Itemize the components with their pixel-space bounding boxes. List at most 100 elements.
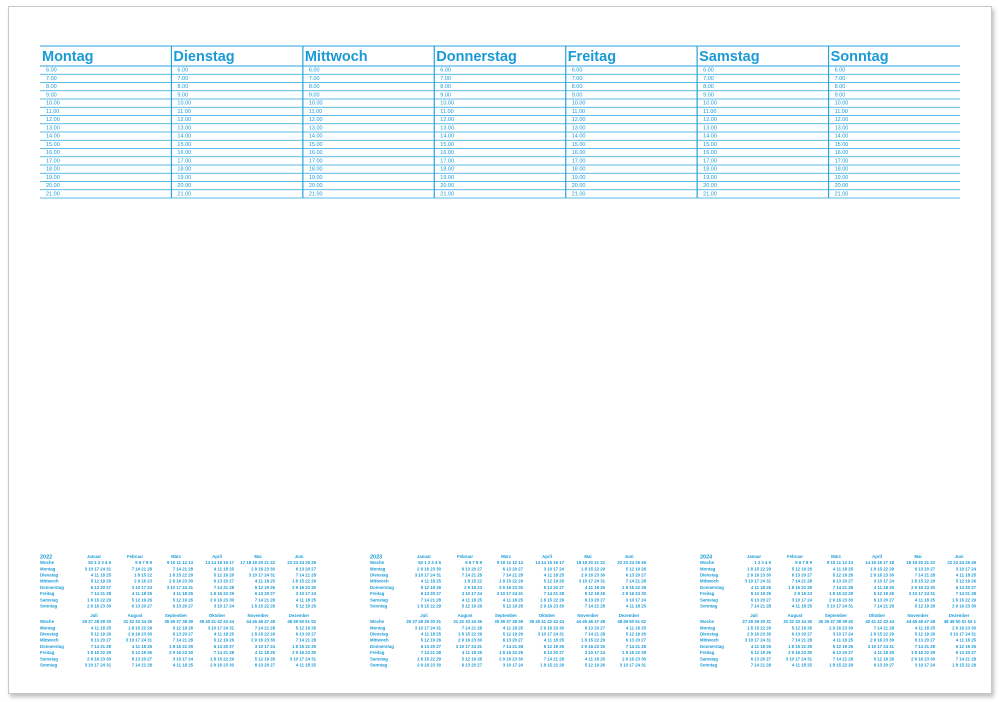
day-numbers: 7 14 21 28: [255, 625, 276, 630]
row-label: Montag: [370, 625, 386, 630]
hour-label: 15.00: [309, 142, 323, 148]
hour-label: 19.00: [440, 175, 454, 181]
day-numbers: 6 13 20 27: [91, 638, 112, 643]
day-numbers: 6 13 20 27: [626, 638, 647, 643]
hour-label: 19.00: [46, 175, 60, 181]
hour-label: 12.00: [177, 117, 191, 123]
hour-label: 20.00: [835, 183, 849, 189]
day-numbers: 4 11 18 25: [915, 597, 936, 602]
day-numbers: 4 11 18 25: [626, 625, 647, 630]
day-header: Donnerstag: [436, 49, 517, 65]
day-numbers: 5 12 19 26: [751, 591, 772, 596]
week-numbers: 44 45 46 47 48: [246, 619, 275, 624]
day-numbers: 2 9 16 23 30: [581, 644, 606, 649]
day-numbers: 5 12 19 26: [462, 656, 483, 661]
day-numbers: 2 9 16 23 30: [499, 585, 524, 590]
day-numbers: 7 14 21 28: [503, 644, 524, 649]
hour-label: 12.00: [440, 117, 454, 123]
row-label: Samstag: [700, 656, 718, 661]
day-numbers: 7 14 21 28: [214, 650, 235, 655]
day-numbers: 2 9 16 23 30: [87, 604, 112, 609]
day-numbers: 2 9 16 23 30: [911, 656, 936, 661]
hour-label: 16.00: [46, 150, 60, 156]
hour-label: 20.00: [177, 183, 191, 189]
month-name: November: [577, 613, 598, 618]
day-numbers: 7 14 21 28: [956, 591, 977, 596]
hour-label: 17.00: [440, 158, 454, 164]
week-numbers: 52 1 2 3 4 5: [418, 560, 441, 565]
week-numbers: 22 23 24 25 26: [617, 560, 646, 565]
day-numbers: 7 14 21 28: [214, 585, 235, 590]
day-numbers: 4 11 18 25: [874, 585, 895, 590]
hour-label: 18.00: [835, 167, 849, 173]
day-numbers: 7 14 21 28: [626, 644, 647, 649]
day-numbers: 6 13 20 27: [915, 566, 936, 571]
hour-label: 14.00: [46, 134, 60, 140]
month-name: Juli: [420, 613, 427, 618]
hour-label: 11.00: [440, 109, 453, 115]
day-numbers: 3 10 17 24: [833, 632, 854, 637]
day-numbers: 7 14 21 28: [421, 650, 442, 655]
month-name: März: [501, 554, 511, 559]
hour-label: 13.00: [309, 125, 323, 131]
row-label: Montag: [370, 566, 386, 571]
day-numbers: 2 9 16 23 30: [622, 656, 647, 661]
row-label: Dienstag: [40, 573, 59, 578]
day-numbers: 7 14 21 28: [296, 638, 317, 643]
hour-label: 13.00: [46, 125, 60, 131]
day-numbers: 4 11 18 25: [544, 573, 565, 578]
hour-label: 15.00: [835, 142, 849, 148]
day-numbers: 3 10 17 24 31: [868, 644, 895, 649]
row-label: Montag: [40, 566, 56, 571]
day-numbers: 3 10 17 24 31: [786, 656, 813, 661]
day-numbers: 3 10 17 24 31: [249, 573, 276, 578]
month-name: März: [831, 554, 841, 559]
hour-label: 16.00: [309, 150, 323, 156]
row-label: Woche: [700, 619, 715, 624]
day-numbers: 4 11 18 25: [751, 585, 772, 590]
day-numbers: 6 13 20 27: [751, 656, 772, 661]
week-numbers: 35 36 37 38 39: [164, 619, 193, 624]
day-numbers: 1 8 15 22: [464, 579, 483, 584]
day-numbers: 7 14 21 28: [132, 566, 153, 571]
day-numbers: 4 11 18 25: [833, 638, 854, 643]
hour-label: 20.00: [46, 183, 60, 189]
day-numbers: 7 14 21 28: [915, 573, 936, 578]
day-numbers: 3 10 17 24 31: [85, 663, 112, 668]
hour-label: 12.00: [309, 117, 323, 123]
hour-label: 13.00: [835, 125, 849, 131]
week-numbers: 22 23 24 25 26: [947, 560, 976, 565]
month-name: Mai: [584, 554, 591, 559]
day-numbers: 7 14 21 28: [833, 656, 854, 661]
day-numbers: 6 13 20 27: [833, 579, 854, 584]
day-numbers: 7 14 21 28: [132, 663, 153, 668]
day-numbers: 1 8 15 22 29: [622, 650, 647, 655]
month-name: Mai: [914, 554, 921, 559]
row-label: Samstag: [40, 656, 58, 661]
month-name: August: [788, 613, 803, 618]
day-numbers: 1 8 15 22 29: [581, 566, 606, 571]
day-numbers: 6 13 20 27: [503, 566, 524, 571]
hour-label: 18.00: [572, 167, 586, 173]
day-numbers: 1 8 15 22 29: [210, 656, 235, 661]
hour-label: 17.00: [177, 158, 191, 164]
row-label: Donnerstag: [700, 644, 724, 649]
day-numbers: 3 10 17 24 31: [167, 585, 194, 590]
hour-label: 17.00: [835, 158, 849, 164]
day-numbers: 1 8 15 22 29: [911, 650, 936, 655]
day-numbers: 4 11 18 25: [173, 663, 194, 668]
day-numbers: 1 8 15 22 29: [210, 591, 235, 596]
row-label: Samstag: [370, 656, 388, 661]
day-numbers: 4 11 18 25: [91, 625, 112, 630]
row-label: Freitag: [370, 591, 385, 596]
day-numbers: 4 11 18 25: [173, 591, 194, 596]
day-numbers: 1 8 15 22 29: [747, 625, 772, 630]
day-numbers: 7 14 21 28: [792, 579, 813, 584]
hour-label: 11.00: [46, 109, 59, 115]
week-numbers: 18 19 20 21 22: [576, 560, 605, 565]
day-numbers: 7 14 21 28: [462, 625, 483, 630]
day-numbers: 3 10 17 24: [544, 566, 565, 571]
day-numbers: 6 13 20 27: [173, 604, 194, 609]
day-numbers: 2 9 16 23 30: [747, 632, 772, 637]
day-numbers: 2 9 16 23 30: [870, 573, 895, 578]
